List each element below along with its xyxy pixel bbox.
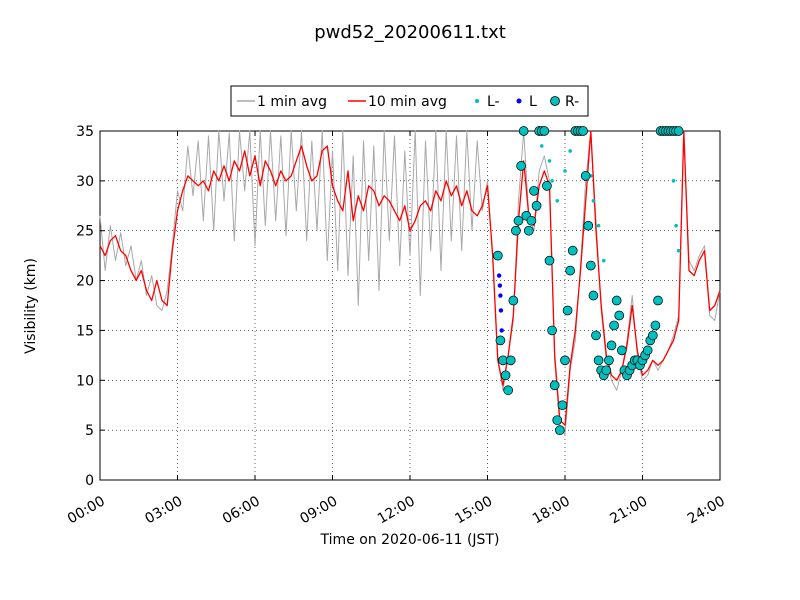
series-4-point — [591, 330, 601, 341]
x-axis-label: Time on 2020-06-11 (JST) — [320, 532, 500, 548]
series-4-point — [653, 295, 663, 306]
series-4-point — [518, 126, 529, 136]
y-tick-label: 10 — [76, 373, 94, 389]
y-tick-label: 15 — [76, 323, 94, 339]
series-0-line — [99, 130, 721, 436]
series-4-point — [503, 385, 514, 396]
series-4-point — [492, 250, 503, 261]
legend-swatch-l — [516, 98, 522, 104]
series-2-point — [676, 248, 681, 253]
series-2-point — [591, 199, 596, 203]
series-4-point — [495, 335, 506, 346]
series-4-point — [508, 295, 519, 306]
series-4-point — [500, 370, 511, 381]
chart-title: pwd52_20200611.txt — [314, 22, 506, 43]
series-4-point — [673, 126, 684, 136]
series-4-point — [580, 171, 591, 181]
series-2-point — [601, 258, 606, 263]
series-4-point — [526, 215, 537, 226]
y-tick-label: 30 — [76, 174, 94, 190]
y-axis-label: Visibility (km) — [23, 258, 39, 354]
legend-swatch-rminus — [550, 96, 560, 106]
series-4-point — [614, 310, 625, 321]
series-4-point — [601, 365, 612, 376]
series-layer — [99, 130, 721, 436]
series-4-point — [650, 320, 661, 331]
legend-swatch-lminus — [475, 99, 479, 103]
series-2-point — [550, 179, 554, 183]
series-4-point — [549, 380, 560, 391]
series-2-point — [596, 223, 601, 228]
legend-label-10min: 10 min avg — [368, 94, 447, 110]
y-axis: 0 5 10 15 20 25 30 35 — [76, 124, 720, 489]
series-4-point — [567, 245, 578, 256]
y-tick-label: 20 — [76, 274, 94, 290]
markers-layer — [492, 126, 684, 435]
series-4-point — [604, 355, 614, 366]
series-2-point — [539, 144, 544, 148]
series-4-point — [539, 126, 550, 136]
series-3-point — [497, 283, 503, 288]
series-4-point — [642, 345, 653, 356]
legend-label-1min: 1 min avg — [257, 94, 327, 110]
series-2-point — [674, 223, 678, 228]
series-4-point — [588, 290, 599, 301]
series-4-point — [578, 126, 588, 136]
series-2-point — [555, 199, 560, 203]
y-tick-label: 0 — [85, 473, 94, 489]
series-4-point — [542, 180, 552, 191]
series-4-point — [529, 185, 539, 196]
series-4-point — [516, 161, 526, 171]
series-4-point — [554, 425, 565, 435]
series-2-point — [671, 179, 676, 183]
series-4-point — [557, 400, 568, 411]
legend-label-rminus: R- — [565, 94, 579, 110]
series-4-point — [523, 225, 534, 236]
plot-frame — [99, 130, 721, 481]
legend: 1 min avg 10 min avg L- L R- — [230, 85, 589, 117]
plot-area — [99, 126, 721, 481]
series-4-point — [583, 220, 594, 231]
y-tick-label: 35 — [76, 124, 94, 140]
series-4-point — [585, 260, 596, 271]
series-4-point — [544, 255, 555, 266]
legend-label-l: L — [529, 94, 537, 110]
series-4-point — [562, 305, 573, 316]
series-4-point — [547, 325, 557, 336]
series-1-line — [99, 130, 721, 426]
series-3-point — [498, 308, 504, 313]
legend-label-lminus: L- — [487, 94, 500, 110]
series-3-point — [499, 328, 504, 333]
y-tick-label: 5 — [85, 423, 94, 439]
series-4-point — [560, 355, 570, 366]
series-4-point — [609, 320, 619, 331]
series-4-point — [505, 355, 516, 366]
series-2-point — [563, 169, 567, 173]
series-4-point — [606, 340, 617, 351]
series-2-point — [568, 149, 572, 153]
series-3-point — [498, 293, 503, 298]
legend-frame — [230, 85, 589, 117]
series-4-point — [565, 265, 576, 276]
series-4-point — [531, 200, 542, 211]
y-tick-label: 25 — [76, 224, 94, 240]
series-3-point — [496, 273, 502, 278]
series-2-point — [547, 159, 552, 163]
series-4-point — [647, 330, 658, 341]
series-4-point — [611, 295, 622, 306]
series-4-point — [552, 415, 563, 426]
series-4-point — [511, 225, 521, 236]
series-4-point — [616, 345, 627, 356]
series-4-point — [593, 355, 604, 366]
series-4-point — [513, 215, 524, 226]
